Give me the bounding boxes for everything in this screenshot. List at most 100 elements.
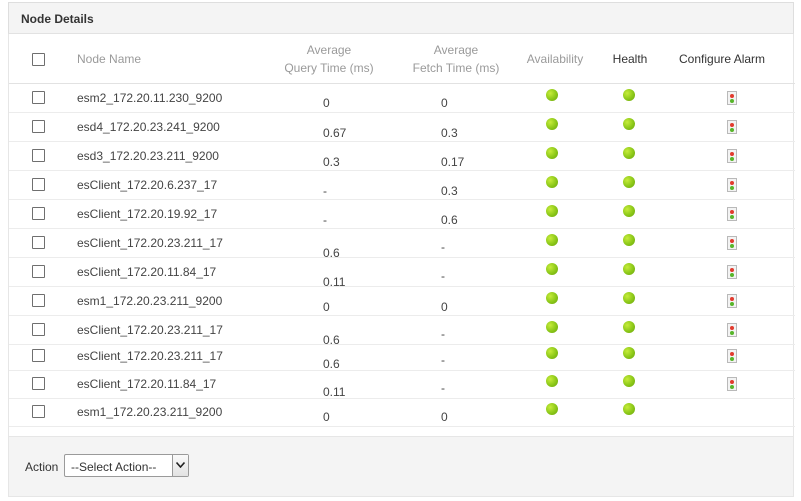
avg-query-time: 0.3 [323,155,340,169]
node-table: Node Name Average Query Time (ms) Averag… [8,34,795,436]
row-checkbox[interactable] [32,236,45,249]
chevron-down-icon[interactable] [172,455,188,476]
availability-status-icon[interactable] [546,118,558,130]
row-checkbox[interactable] [32,120,45,133]
health-status-icon[interactable] [623,375,635,387]
row-checkbox[interactable] [32,294,45,307]
header-fetch-time-line2: Fetch Time (ms) [412,61,500,75]
health-status-icon[interactable] [623,176,635,188]
node-name-link[interactable]: esm1_172.20.23.211_9200 [77,294,223,308]
configure-alarm-icon[interactable] [727,377,737,391]
avg-query-time: 0 [323,300,330,314]
availability-status-icon[interactable] [546,375,558,387]
table-row: esd3_172.20.23.211_9200 0.3 0.17 [9,142,795,171]
row-checkbox[interactable] [32,178,45,191]
header-query-time[interactable]: Average Query Time (ms) [264,43,394,76]
table-row: esClient_172.20.19.92_17 - 0.6 [9,200,795,229]
avg-fetch-time: 0.6 [441,213,458,227]
panel-header: Node Details [8,2,794,34]
node-name-link[interactable]: esClient_172.20.11.84_17 [77,377,217,391]
node-name-link[interactable]: esd4_172.20.23.241_9200 [77,120,220,134]
table-row: esm1_172.20.23.211_9200 0 0 [9,398,795,427]
row-checkbox[interactable] [32,91,45,104]
action-select[interactable]: --Select Action-- [64,454,189,477]
availability-status-icon[interactable] [546,347,558,359]
header-fetch-time-line1: Average [433,43,479,57]
header-query-time-line1: Average [306,43,352,57]
health-status-icon[interactable] [623,403,635,415]
row-checkbox[interactable] [32,377,45,390]
avg-fetch-time: - [441,269,445,283]
availability-status-icon[interactable] [546,403,558,415]
configure-alarm-icon[interactable] [727,120,737,134]
row-checkbox[interactable] [32,265,45,278]
header-availability[interactable]: Availability [526,52,584,66]
table-row: esClient_172.20.11.84_17 0.11 - [9,370,795,399]
health-status-icon[interactable] [623,118,635,130]
availability-status-icon[interactable] [546,263,558,275]
availability-status-icon[interactable] [546,147,558,159]
row-checkbox[interactable] [32,149,45,162]
table-row: esClient_172.20.6.237_17 - 0.3 [9,171,795,200]
availability-status-icon[interactable] [546,321,558,333]
avg-fetch-time: - [441,240,445,254]
avg-query-time: 0.11 [323,275,346,289]
configure-alarm-icon[interactable] [727,236,737,250]
configure-alarm-icon[interactable] [727,265,737,279]
avg-query-time: 0.6 [323,357,340,371]
health-status-icon[interactable] [623,147,635,159]
configure-alarm-icon[interactable] [727,91,737,105]
avg-query-time: 0 [323,96,330,110]
header-fetch-time[interactable]: Average Fetch Time (ms) [391,43,521,76]
health-status-icon[interactable] [623,292,635,304]
node-name-link[interactable]: esClient_172.20.6.237_17 [77,178,218,192]
row-checkbox[interactable] [32,207,45,220]
table-row: esm1_172.20.23.211_9200 0 0 [9,287,795,316]
configure-alarm-icon[interactable] [727,349,737,363]
configure-alarm-icon[interactable] [727,178,737,192]
row-checkbox[interactable] [32,323,45,336]
avg-fetch-time: - [441,353,445,367]
health-status-icon[interactable] [623,205,635,217]
avg-fetch-time: 0 [441,300,448,314]
avg-fetch-time: 0 [441,96,448,110]
node-name-link[interactable]: esClient_172.20.19.92_17 [77,207,218,221]
node-name-link[interactable]: esClient_172.20.23.211_17 [77,349,223,363]
configure-alarm-icon[interactable] [727,149,737,163]
node-name-link[interactable]: esm2_172.20.11.230_9200 [77,91,223,105]
configure-alarm-icon[interactable] [727,207,737,221]
avg-query-time: 0 [323,410,330,424]
health-status-icon[interactable] [623,263,635,275]
configure-alarm-icon[interactable] [727,294,737,308]
availability-status-icon[interactable] [546,234,558,246]
table-row: esClient_172.20.11.84_17 0.11 - [9,258,795,289]
table-header: Node Name Average Query Time (ms) Averag… [9,34,795,84]
table-row: esm2_172.20.11.230_9200 0 0 [9,84,795,113]
row-checkbox[interactable] [32,349,45,362]
avg-fetch-time: - [441,327,445,341]
row-checkbox[interactable] [32,405,45,418]
health-status-icon[interactable] [623,321,635,333]
health-status-icon[interactable] [623,234,635,246]
action-bar: Action --Select Action-- [8,436,794,497]
node-name-link[interactable]: esd3_172.20.23.211_9200 [77,149,219,163]
node-name-link[interactable]: esm1_172.20.23.211_9200 [77,405,223,419]
table-row: esClient_172.20.23.211_17 0.6 - [9,229,795,260]
node-name-link[interactable]: esClient_172.20.23.211_17 [77,323,223,337]
node-name-link[interactable]: esClient_172.20.23.211_17 [77,236,223,250]
availability-status-icon[interactable] [546,292,558,304]
panel-title: Node Details [21,12,94,26]
avg-query-time: - [323,184,327,198]
select-all-checkbox[interactable] [32,53,45,66]
header-node-name[interactable]: Node Name [77,52,142,66]
availability-status-icon[interactable] [546,176,558,188]
action-label: Action [25,460,59,474]
header-health[interactable]: Health [612,52,648,66]
health-status-icon[interactable] [623,347,635,359]
avg-fetch-time: 0.3 [441,126,458,140]
availability-status-icon[interactable] [546,205,558,217]
availability-status-icon[interactable] [546,89,558,101]
node-name-link[interactable]: esClient_172.20.11.84_17 [77,265,217,279]
configure-alarm-icon[interactable] [727,323,737,337]
health-status-icon[interactable] [623,89,635,101]
